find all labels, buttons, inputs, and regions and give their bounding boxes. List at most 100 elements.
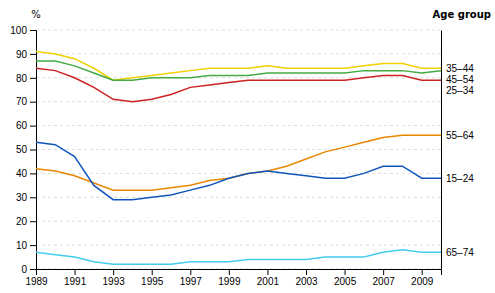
tick-label: 1999: [218, 276, 241, 287]
tick-mark: [30, 30, 36, 31]
tick-label: 45–54: [446, 74, 474, 85]
tick-mark: [30, 54, 36, 55]
tick-label: 1993: [103, 276, 126, 287]
grid-line: [36, 197, 441, 198]
axis-line: [441, 31, 442, 270]
tick-mark: [152, 269, 153, 275]
x-axis: 1989 1991 1993 1995 1997 1999 2001 2003 2005 2007…: [25, 269, 441, 287]
tick-label: 35–44: [446, 63, 474, 74]
tick-label: 2005: [334, 276, 357, 287]
tick-mark: [345, 269, 346, 275]
tick: 2009: [411, 269, 434, 287]
tick-label: 1997: [180, 276, 203, 287]
tick: 0: [21, 264, 36, 275]
grid: [36, 30, 441, 269]
tick: 100: [10, 25, 36, 36]
tick: 1991: [64, 269, 87, 287]
tick-mark: [30, 126, 36, 127]
tick-label: 60: [16, 120, 28, 131]
tick: 30: [16, 192, 36, 203]
tick-label: 15–24: [446, 173, 474, 184]
lines: [36, 52, 441, 265]
tick: 2007: [373, 269, 396, 287]
y2-axis: 35–4445–5425–34 55–64 15–24 65–74: [441, 31, 474, 270]
tick-label: 2009: [411, 276, 434, 287]
tick-label: 80: [16, 73, 28, 84]
tick-mark: [30, 78, 36, 79]
grid-line: [36, 53, 441, 54]
grid-line: [36, 173, 441, 174]
tick: 20: [16, 216, 36, 227]
chart: 1989199119931995199719992001200320052007…: [0, 0, 495, 293]
tick-label: 100: [10, 25, 27, 36]
tick: 65–74: [441, 247, 474, 258]
tick-mark: [30, 269, 36, 270]
tick-label: 20: [16, 216, 28, 227]
tick: 1997: [180, 269, 203, 287]
tick-label: 70: [16, 96, 28, 107]
tick-mark: [190, 269, 191, 275]
tick: 70: [16, 96, 36, 107]
tick: 2001: [257, 269, 280, 287]
tick-mark: [229, 269, 230, 275]
grid-line: [36, 149, 441, 150]
y-label: %: [31, 9, 41, 20]
tick-label: 1995: [141, 276, 164, 287]
tick-mark: [267, 269, 268, 275]
tick-label: 55–64: [446, 130, 474, 141]
tick: 2003: [295, 269, 318, 287]
axis-line: [37, 270, 442, 276]
series-line: [36, 68, 441, 101]
tick: 1995: [141, 269, 164, 287]
tick-mark: [75, 269, 76, 275]
y-axis: 0 10 20 30 40 50 60 70 80 90 100: [10, 25, 36, 275]
tick-mark: [30, 102, 36, 103]
series-line: [36, 142, 441, 199]
tick-label: 50: [16, 144, 28, 155]
tick-mark: [113, 269, 114, 275]
axis-line: [30, 31, 37, 270]
tick-label: 25–34: [446, 85, 474, 96]
tick: 80: [16, 73, 36, 84]
tick: 55–64: [441, 130, 474, 141]
series-line: [36, 135, 441, 190]
tick-label: 0: [21, 264, 27, 275]
tick-mark: [383, 269, 384, 275]
tick-mark: [30, 173, 36, 174]
tick-mark: [30, 197, 36, 198]
tick-label: 2007: [373, 276, 396, 287]
tick-label: 40: [16, 168, 28, 179]
tick-label: 90: [16, 49, 28, 60]
tick-label: 2001: [257, 276, 280, 287]
tick-label: 30: [16, 192, 28, 203]
tick: 10: [16, 240, 36, 251]
tick-label: 10: [16, 240, 28, 251]
tick: 25–34: [441, 81, 474, 96]
tick-mark: [30, 150, 36, 151]
grid-line: [36, 77, 441, 78]
grid-line: [36, 30, 441, 31]
series-line: [36, 250, 441, 264]
tick: 2005: [334, 269, 357, 287]
tick-label: 65–74: [446, 247, 474, 258]
grid-line: [36, 101, 441, 102]
tick-mark: [30, 245, 36, 246]
tick: 50: [16, 144, 36, 155]
tick: 35–44: [441, 63, 474, 74]
plot: 1989199119931995199719992001200320052007…: [10, 25, 474, 287]
tick: 45–54: [441, 71, 474, 85]
tick-label: 2003: [295, 276, 318, 287]
tick-mark: [306, 269, 307, 275]
tick: 1993: [103, 269, 126, 287]
tick: 1999: [218, 269, 241, 287]
tick-label: 1989: [25, 276, 48, 287]
tick: 60: [16, 120, 36, 131]
tick-label: 1991: [64, 276, 87, 287]
y2-label: Age group: [433, 9, 491, 20]
tick-mark: [422, 269, 423, 275]
tick: 15–24: [441, 173, 474, 184]
grid-line: [36, 125, 441, 126]
tick: 1989: [25, 269, 48, 287]
tick: 90: [16, 49, 36, 60]
tick-mark: [30, 221, 36, 222]
